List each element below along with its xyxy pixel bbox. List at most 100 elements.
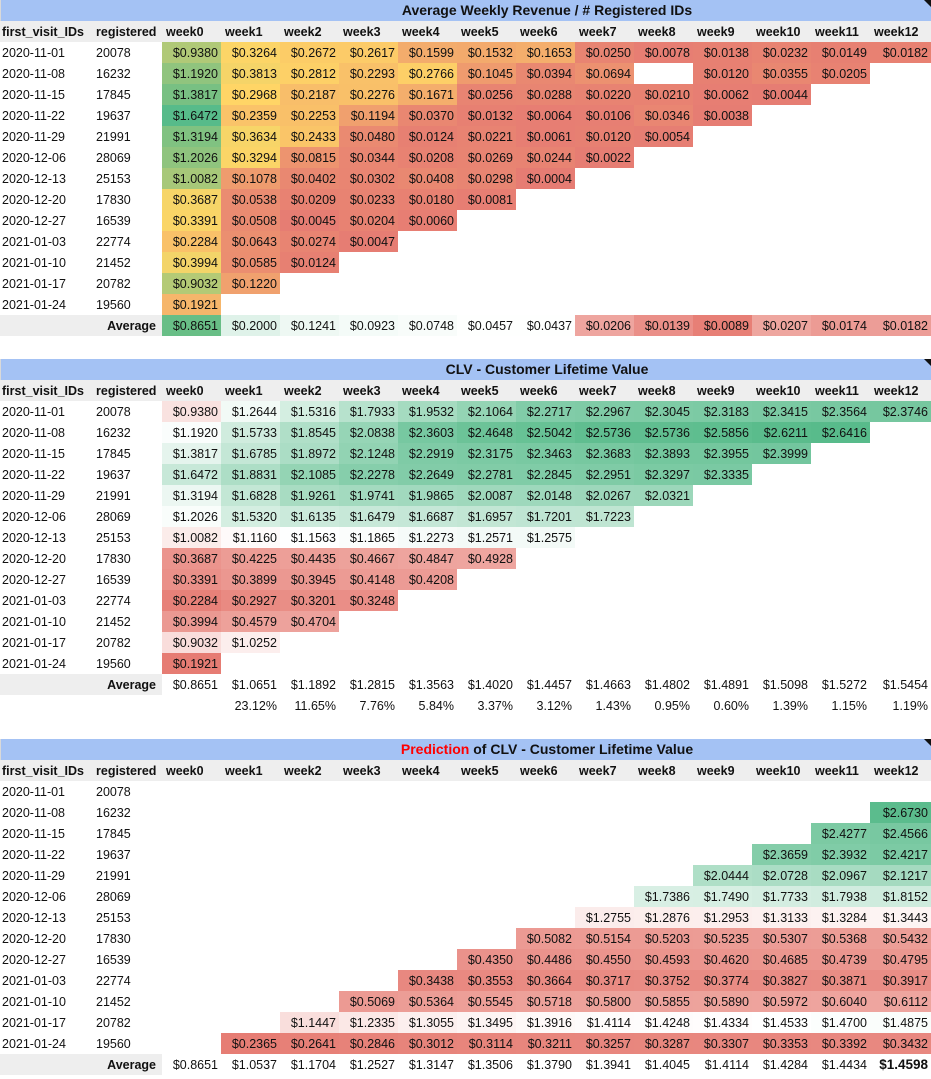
value-cell[interactable]: $0.0256 <box>457 84 516 105</box>
value-cell[interactable]: $0.0182 <box>870 42 931 63</box>
value-cell[interactable] <box>693 844 752 865</box>
value-cell[interactable] <box>339 928 398 949</box>
value-cell[interactable] <box>162 802 221 823</box>
value-cell[interactable] <box>752 569 811 590</box>
registered-count[interactable]: 20782 <box>96 1015 131 1030</box>
growth-percent[interactable]: 0.95% <box>654 698 690 713</box>
value-cell[interactable]: $2.3415 <box>752 401 811 422</box>
value-cell[interactable] <box>516 886 575 907</box>
average-value[interactable]: $0.0748 <box>398 315 457 336</box>
value-cell[interactable] <box>870 210 931 231</box>
registered-count[interactable]: 20782 <box>96 635 131 650</box>
cohort-date[interactable]: 2020-11-15 <box>2 446 66 461</box>
cohort-date[interactable]: 2021-01-10 <box>2 614 66 629</box>
value-cell[interactable]: $0.0208 <box>398 147 457 168</box>
value-cell[interactable]: $1.2575 <box>516 527 575 548</box>
registered-count[interactable]: 28069 <box>96 889 131 904</box>
value-cell[interactable]: $0.0244 <box>516 147 575 168</box>
value-cell[interactable] <box>516 189 575 210</box>
value-cell[interactable]: $1.7386 <box>634 886 693 907</box>
cohort-date[interactable]: 2021-01-17 <box>2 276 66 291</box>
value-cell[interactable] <box>811 485 870 506</box>
value-cell[interactable]: $0.0180 <box>398 189 457 210</box>
average-value[interactable]: $0.0437 <box>516 315 575 336</box>
value-cell[interactable]: $2.3893 <box>634 443 693 464</box>
value-cell[interactable] <box>162 823 221 844</box>
registered-count[interactable]: 16539 <box>96 213 131 228</box>
value-cell[interactable]: $0.0232 <box>752 42 811 63</box>
value-cell[interactable]: $2.4566 <box>870 823 931 844</box>
column-header-week8[interactable]: week8 <box>634 760 693 781</box>
average-value[interactable]: $1.2815 <box>349 677 395 692</box>
value-cell[interactable]: $0.2284 <box>162 590 221 611</box>
value-cell[interactable] <box>398 865 457 886</box>
value-cell[interactable]: $0.3391 <box>162 210 221 231</box>
value-cell[interactable]: $0.2812 <box>280 63 339 84</box>
value-cell[interactable]: $0.4847 <box>398 548 457 569</box>
column-header-week11[interactable]: week11 <box>811 380 870 401</box>
value-cell[interactable]: $0.0269 <box>457 147 516 168</box>
value-cell[interactable] <box>516 907 575 928</box>
growth-percent[interactable]: 23.12% <box>234 698 277 713</box>
column-header-week7[interactable]: week7 <box>575 760 634 781</box>
value-cell[interactable] <box>870 231 931 252</box>
registered-count[interactable]: 19560 <box>96 656 131 671</box>
value-cell[interactable] <box>280 970 339 991</box>
value-cell[interactable]: $0.3012 <box>398 1033 457 1054</box>
registered-count[interactable]: 19560 <box>96 1036 131 1051</box>
value-cell[interactable]: $0.0344 <box>339 147 398 168</box>
value-cell[interactable]: $0.1078 <box>221 168 280 189</box>
value-cell[interactable]: $0.1921 <box>162 294 221 315</box>
value-cell[interactable] <box>339 632 398 653</box>
value-cell[interactable] <box>752 611 811 632</box>
value-cell[interactable] <box>870 105 931 126</box>
value-cell[interactable] <box>398 611 457 632</box>
value-cell[interactable] <box>811 294 870 315</box>
value-cell[interactable]: $2.3564 <box>811 401 870 422</box>
value-cell[interactable] <box>339 886 398 907</box>
growth-percent[interactable]: 1.43% <box>595 698 631 713</box>
value-cell[interactable] <box>634 506 693 527</box>
growth-percent[interactable]: 3.12% <box>536 698 572 713</box>
value-cell[interactable]: $0.2253 <box>280 105 339 126</box>
average-value[interactable]: $0.8651 <box>172 677 218 692</box>
column-header-week1[interactable]: week1 <box>221 380 280 401</box>
value-cell[interactable]: $1.7490 <box>693 886 752 907</box>
value-cell[interactable] <box>575 168 634 189</box>
average-value[interactable]: $1.5454 <box>882 677 928 692</box>
registered-count[interactable]: 25153 <box>96 171 131 186</box>
value-cell[interactable] <box>811 527 870 548</box>
value-cell[interactable] <box>870 464 931 485</box>
value-cell[interactable] <box>693 231 752 252</box>
cohort-date[interactable]: 2020-11-15 <box>2 826 66 841</box>
column-header-first-visit-ids[interactable]: first_visit_IDs <box>0 760 94 781</box>
average-value[interactable]: $1.4802 <box>644 677 690 692</box>
column-header-week5[interactable]: week5 <box>457 21 516 42</box>
cohort-date[interactable]: 2020-11-22 <box>2 847 66 862</box>
value-cell[interactable]: $0.0508 <box>221 210 280 231</box>
column-header-registered[interactable]: registered <box>94 760 162 781</box>
value-cell[interactable]: $0.9032 <box>162 632 221 653</box>
value-cell[interactable]: $0.5235 <box>693 928 752 949</box>
value-cell[interactable] <box>870 252 931 273</box>
value-cell[interactable] <box>811 632 870 653</box>
value-cell[interactable] <box>693 611 752 632</box>
value-cell[interactable] <box>398 252 457 273</box>
value-cell[interactable] <box>575 294 634 315</box>
value-cell[interactable] <box>870 189 931 210</box>
value-cell[interactable]: $0.0047 <box>339 231 398 252</box>
blank-cell[interactable] <box>0 1054 94 1075</box>
value-cell[interactable]: $1.3916 <box>516 1012 575 1033</box>
value-cell[interactable]: $0.0346 <box>634 105 693 126</box>
value-cell[interactable] <box>575 844 634 865</box>
value-cell[interactable]: $0.5432 <box>870 928 931 949</box>
value-cell[interactable]: $2.0444 <box>693 865 752 886</box>
value-cell[interactable] <box>162 1012 221 1033</box>
value-cell[interactable]: $0.0120 <box>575 126 634 147</box>
column-header-week9[interactable]: week9 <box>693 380 752 401</box>
value-cell[interactable]: $2.3603 <box>398 422 457 443</box>
cohort-date[interactable]: 2020-12-13 <box>2 171 66 186</box>
value-cell[interactable] <box>457 844 516 865</box>
value-cell[interactable]: $1.4875 <box>870 1012 931 1033</box>
average-value[interactable]: $1.3790 <box>526 1057 572 1072</box>
